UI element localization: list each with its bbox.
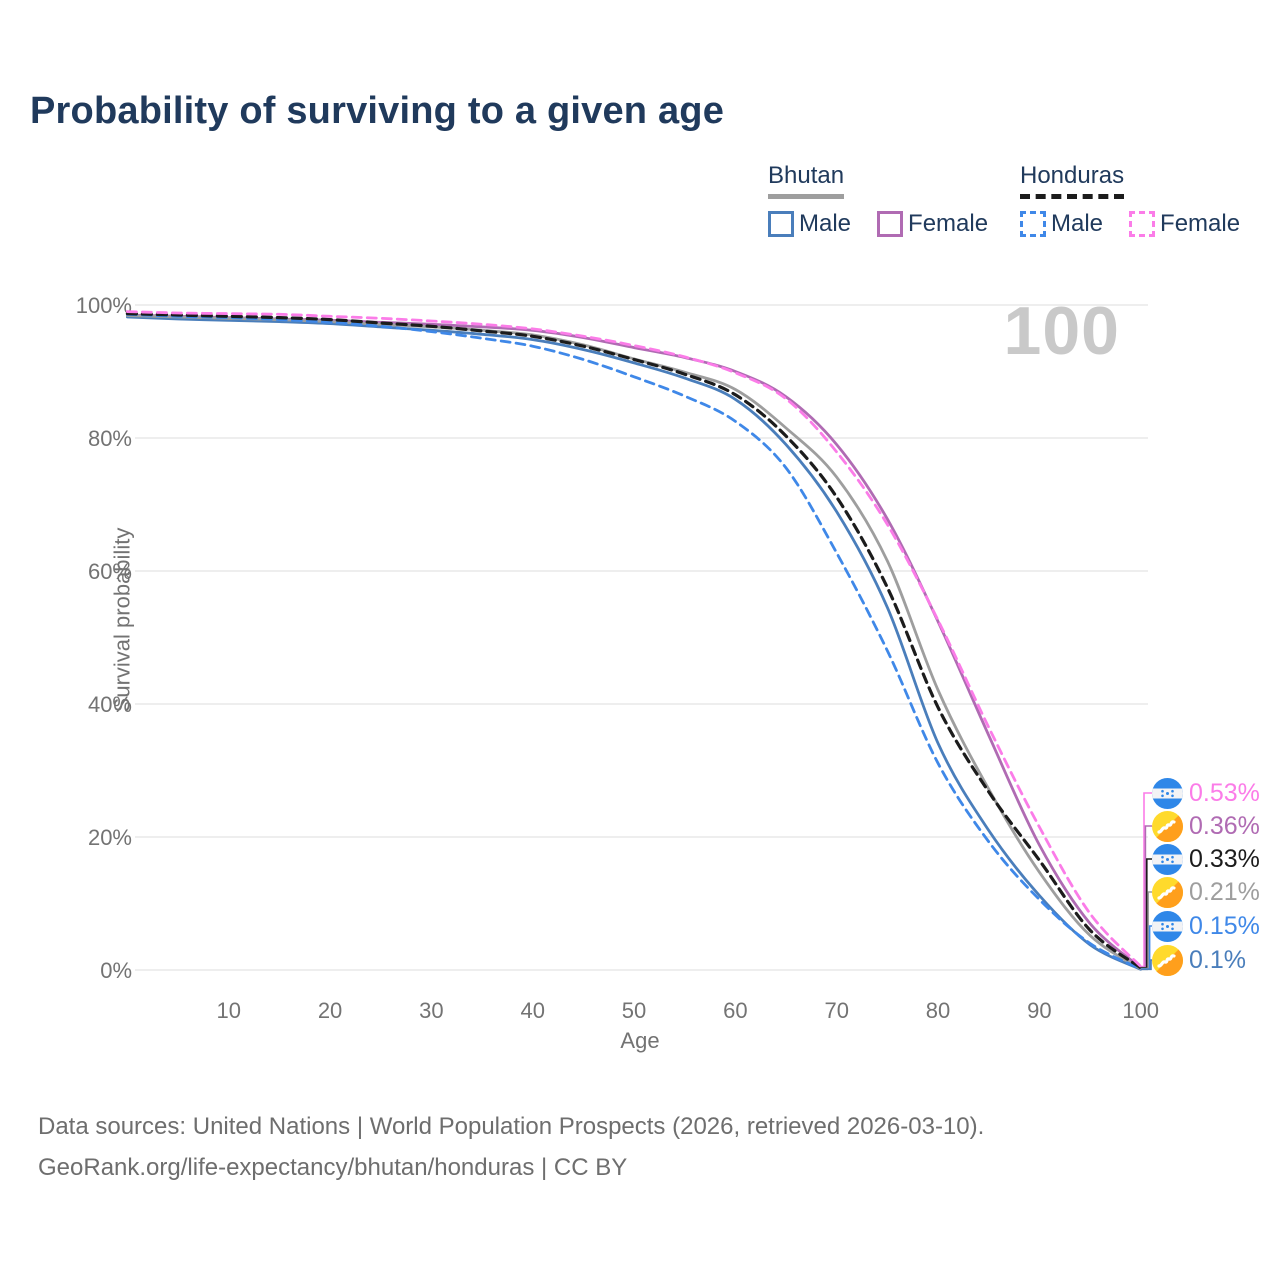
series-line-honduras-both-sexes — [125, 312, 1143, 970]
bhutan-male-swatch-icon — [768, 211, 794, 237]
legend-bhutan: Bhutan Male Female — [768, 162, 988, 238]
attribution-line: GeoRank.org/life-expectancy/bhutan/hondu… — [38, 1154, 628, 1181]
series-line-bhutan-male — [126, 315, 1143, 971]
end-label-honduras-female: 0.53% — [1152, 777, 1260, 809]
end-value: 0.15% — [1189, 911, 1260, 940]
bhutan-flag-icon — [1152, 877, 1183, 908]
x-tick-label: 50 — [622, 998, 646, 1023]
x-tick-label: 60 — [723, 998, 747, 1023]
end-label-bhutan-female: 0.36% — [1152, 810, 1260, 842]
end-label-connector — [1140, 792, 1152, 968]
x-tick-label: 30 — [419, 998, 443, 1023]
series-line-honduras-male — [126, 312, 1143, 971]
legend-honduras-label: Honduras — [1020, 162, 1125, 199]
y-tick-label: 40% — [88, 692, 132, 717]
end-value: 0.33% — [1189, 844, 1260, 873]
end-value: 0.1% — [1189, 945, 1246, 974]
end-label-connector — [1140, 959, 1152, 971]
legend-bhutan-label: Bhutan — [768, 162, 845, 199]
y-tick-label: 60% — [88, 559, 132, 584]
x-axis-title: Age — [620, 1028, 660, 1053]
x-tick-label: 100 — [1122, 998, 1159, 1023]
series-line-bhutan-female — [126, 313, 1143, 969]
x-tick-label: 70 — [824, 998, 848, 1023]
legend-item-bhutan-female[interactable]: Female — [877, 210, 988, 238]
legend-item-honduras-female[interactable]: Female — [1129, 210, 1240, 238]
end-value: 0.21% — [1189, 877, 1260, 906]
x-tick-label: 10 — [216, 998, 240, 1023]
honduras-female-swatch-icon — [1129, 211, 1156, 237]
bhutan-female-swatch-icon — [877, 211, 904, 237]
data-sources-line: Data sources: United Nations | World Pop… — [38, 1113, 985, 1140]
y-tick-label: 100% — [76, 293, 132, 318]
legend-honduras: Honduras Male Female — [1020, 162, 1240, 238]
x-tick-label: 40 — [520, 998, 544, 1023]
x-tick-label: 20 — [318, 998, 342, 1023]
end-value: 0.36% — [1189, 811, 1260, 840]
footer: Data sources: United Nations | World Pop… — [38, 1106, 984, 1188]
y-axis-title: Survival probability — [109, 527, 135, 713]
legend-bhutan-female-label: Female — [908, 210, 989, 237]
honduras-flag-icon — [1152, 778, 1183, 809]
legend-item-bhutan-male[interactable]: Male — [768, 210, 851, 238]
axis-tick-labels: 0% 20% 40% 60% 80% 100% 10 20 30 40 50 60 70 80 90 100 — [76, 293, 1159, 1023]
x-tick-label: 90 — [1027, 998, 1051, 1023]
y-tick-label: 20% — [88, 825, 132, 850]
survival-curves — [125, 310, 1143, 971]
end-label-connectors — [1140, 792, 1152, 971]
honduras-flag-icon — [1152, 911, 1183, 942]
bhutan-flag-icon — [1152, 811, 1183, 842]
legend-honduras-male-label: Male — [1051, 210, 1104, 237]
legend-honduras-female-label: Female — [1160, 210, 1241, 237]
end-value: 0.53% — [1189, 778, 1260, 807]
y-tick-label: 0% — [100, 958, 132, 983]
end-label-honduras-total: 0.33% — [1152, 843, 1260, 875]
honduras-flag-icon — [1152, 844, 1183, 875]
end-label-bhutan-total: 0.21% — [1152, 876, 1260, 908]
end-label-bhutan-male: 0.1% — [1152, 944, 1246, 976]
y-tick-label: 80% — [88, 426, 132, 451]
legend-item-honduras-male[interactable]: Male — [1020, 210, 1103, 238]
chart-title: Probability of surviving to a given age — [30, 90, 725, 132]
gridlines — [135, 304, 1148, 971]
series-line-bhutan-both-sexes — [126, 314, 1143, 970]
end-label-honduras-male: 0.15% — [1152, 910, 1260, 942]
honduras-male-swatch-icon — [1020, 211, 1046, 237]
legend-bhutan-male-label: Male — [799, 210, 852, 237]
bhutan-flag-icon — [1152, 945, 1183, 976]
series-line-honduras-female — [126, 310, 1143, 968]
x-tick-label: 80 — [926, 998, 950, 1023]
